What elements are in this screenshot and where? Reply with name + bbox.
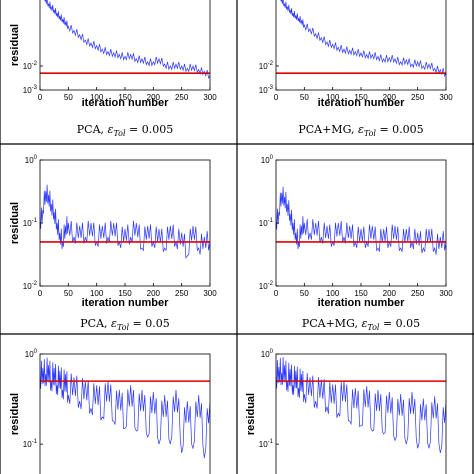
x-tick-label: 150: [118, 93, 132, 102]
panel-title: PCA+MG, εTol = 0.005: [298, 123, 423, 138]
y-tick-label: 100: [261, 349, 274, 359]
plot-area: [276, 0, 446, 77]
plot-area: [40, 184, 210, 259]
x-tick-label: 150: [354, 93, 368, 102]
x-tick-label: 150: [118, 289, 132, 298]
x-axis-label: iteration number: [318, 297, 406, 309]
residual-series-line: [40, 357, 210, 459]
residual-series-line: [44, 0, 210, 80]
y-tick-label: 10-1: [259, 218, 274, 228]
x-tick-label: 300: [203, 93, 217, 102]
x-tick-label: 0: [38, 289, 43, 298]
x-tick-label: 150: [354, 289, 368, 298]
y-tick-label: 10-2: [23, 281, 38, 291]
y-tick-label: 10-1: [23, 218, 38, 228]
chart-panel-middle-right: 0 50 100 150 200 250 300 100 10-1 10-2 iteration n…: [259, 123, 453, 309]
plot-area: [276, 357, 446, 453]
y-tick-label: 100: [25, 349, 38, 359]
y-tick-label: 100: [261, 155, 274, 165]
x-tick-label: 0: [38, 93, 43, 102]
x-tick-label: 200: [383, 93, 397, 102]
x-axis-label: iteration number: [82, 97, 170, 109]
chart-panel-middle-left: 0 50 100 150 200 250 300 100 10-1 10-2 iteration n…: [9, 123, 217, 309]
x-tick-label: 100: [326, 93, 340, 102]
y-tick-label: 100: [25, 155, 38, 165]
y-axis-label: residual: [9, 202, 21, 244]
x-tick-label: 50: [64, 93, 73, 102]
y-axis-label: residual: [9, 393, 21, 435]
x-tick-label: 200: [147, 289, 161, 298]
x-tick-label: 250: [175, 289, 189, 298]
plot-area: [40, 0, 210, 80]
y-tick-label: 10-2: [23, 61, 38, 71]
x-tick-label: 300: [439, 289, 453, 298]
x-tick-label: 200: [383, 289, 397, 298]
x-tick-label: 50: [300, 289, 309, 298]
residual-series-line: [276, 357, 446, 453]
x-tick-label: 100: [90, 289, 104, 298]
x-axis-label: iteration number: [82, 297, 170, 309]
x-tick-label: 100: [326, 289, 340, 298]
y-tick-label: 10-2: [259, 281, 274, 291]
x-tick-label: 300: [203, 289, 217, 298]
x-tick-label: 250: [411, 289, 425, 298]
x-tick-label: 50: [300, 93, 309, 102]
x-tick-label: 200: [147, 93, 161, 102]
residual-series-line: [276, 186, 446, 255]
y-tick-label: 10-1: [259, 439, 274, 449]
x-tick-label: 50: [64, 289, 73, 298]
y-tick-label: 10-3: [23, 85, 38, 95]
x-tick-label: 250: [175, 93, 189, 102]
panel-title: PCA, εTol = 0.05: [80, 317, 169, 332]
plot-area: [40, 357, 210, 459]
x-tick-label: 0: [274, 93, 279, 102]
y-tick-label: 10-3: [259, 85, 274, 95]
axes-box: [39, 353, 211, 474]
y-axis-label: residual: [245, 393, 257, 435]
plot-area: [276, 186, 446, 255]
residual-series-line: [40, 184, 210, 259]
x-tick-label: 300: [439, 93, 453, 102]
panel-title: PCA, εTol = 0.005: [77, 123, 173, 138]
residual-series-line: [280, 0, 446, 77]
y-tick-label: 10-2: [259, 61, 274, 71]
panel-title: PCA+MG, εTol = 0.05: [302, 317, 420, 332]
y-axis-label: residual: [9, 24, 21, 66]
x-axis-label: iteration number: [318, 97, 406, 109]
x-tick-label: 250: [411, 93, 425, 102]
x-tick-label: 100: [90, 93, 104, 102]
x-tick-label: 0: [274, 289, 279, 298]
axes-box: [275, 353, 447, 474]
y-tick-label: 10-1: [23, 439, 38, 449]
